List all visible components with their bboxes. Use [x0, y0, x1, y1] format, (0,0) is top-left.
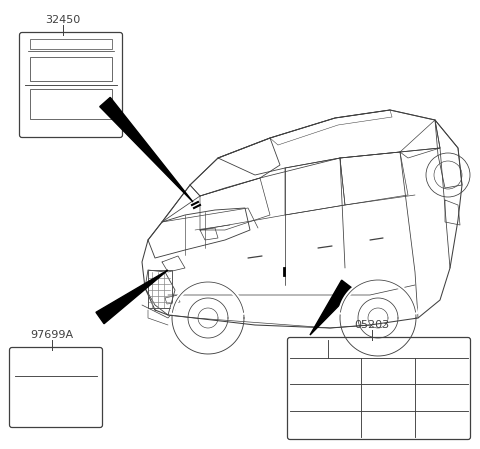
Polygon shape	[96, 270, 168, 324]
Bar	[30, 39, 112, 49]
Text: 05203: 05203	[354, 320, 389, 330]
FancyBboxPatch shape	[20, 32, 122, 137]
FancyBboxPatch shape	[10, 348, 103, 427]
Polygon shape	[310, 280, 354, 335]
FancyBboxPatch shape	[288, 338, 470, 440]
Text: 32450: 32450	[46, 15, 81, 25]
Polygon shape	[100, 97, 193, 202]
Bar	[30, 89, 112, 119]
Bar	[30, 57, 112, 81]
Text: 97699A: 97699A	[30, 330, 73, 340]
